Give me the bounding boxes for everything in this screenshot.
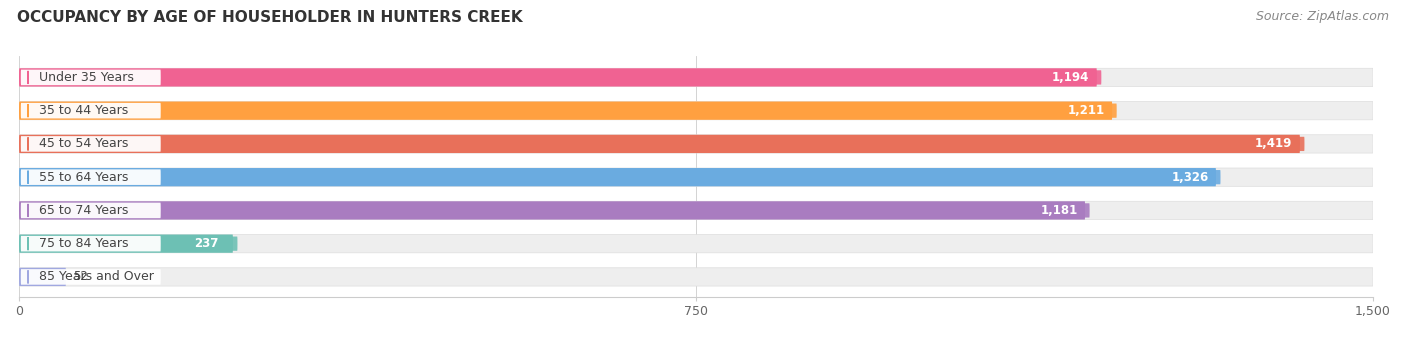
Text: OCCUPANCY BY AGE OF HOUSEHOLDER IN HUNTERS CREEK: OCCUPANCY BY AGE OF HOUSEHOLDER IN HUNTE… (17, 10, 523, 25)
FancyBboxPatch shape (20, 135, 1301, 153)
FancyBboxPatch shape (176, 237, 238, 251)
FancyBboxPatch shape (20, 268, 66, 286)
FancyBboxPatch shape (20, 68, 1374, 87)
Text: 55 to 64 Years: 55 to 64 Years (39, 171, 128, 184)
FancyBboxPatch shape (21, 169, 160, 185)
FancyBboxPatch shape (1040, 70, 1101, 85)
FancyBboxPatch shape (21, 203, 160, 218)
FancyBboxPatch shape (1056, 104, 1116, 118)
Text: 1,419: 1,419 (1256, 137, 1292, 150)
FancyBboxPatch shape (20, 201, 1085, 220)
Text: 35 to 44 Years: 35 to 44 Years (39, 104, 128, 117)
FancyBboxPatch shape (21, 70, 160, 85)
FancyBboxPatch shape (21, 136, 160, 152)
FancyBboxPatch shape (21, 236, 160, 252)
FancyBboxPatch shape (20, 102, 1112, 120)
FancyBboxPatch shape (20, 168, 1374, 186)
FancyBboxPatch shape (20, 201, 1374, 220)
FancyBboxPatch shape (1243, 137, 1305, 151)
Text: 237: 237 (194, 237, 219, 250)
Text: 1,194: 1,194 (1052, 71, 1090, 84)
Text: 75 to 84 Years: 75 to 84 Years (39, 237, 128, 250)
Text: 65 to 74 Years: 65 to 74 Years (39, 204, 128, 217)
FancyBboxPatch shape (1159, 170, 1220, 184)
FancyBboxPatch shape (20, 235, 233, 253)
Text: 1,211: 1,211 (1067, 104, 1105, 117)
Text: 52: 52 (73, 270, 89, 284)
Text: 45 to 54 Years: 45 to 54 Years (39, 137, 128, 150)
FancyBboxPatch shape (20, 68, 1097, 87)
FancyBboxPatch shape (20, 235, 1374, 253)
Text: 1,181: 1,181 (1040, 204, 1077, 217)
Text: 1,326: 1,326 (1171, 171, 1208, 184)
FancyBboxPatch shape (20, 102, 1374, 120)
Text: Under 35 Years: Under 35 Years (39, 71, 134, 84)
Text: 85 Years and Over: 85 Years and Over (39, 270, 153, 284)
FancyBboxPatch shape (1028, 203, 1090, 218)
FancyBboxPatch shape (21, 103, 160, 118)
FancyBboxPatch shape (21, 269, 160, 285)
FancyBboxPatch shape (20, 168, 1216, 186)
FancyBboxPatch shape (20, 268, 1374, 286)
FancyBboxPatch shape (20, 135, 1374, 153)
Text: Source: ZipAtlas.com: Source: ZipAtlas.com (1256, 10, 1389, 23)
